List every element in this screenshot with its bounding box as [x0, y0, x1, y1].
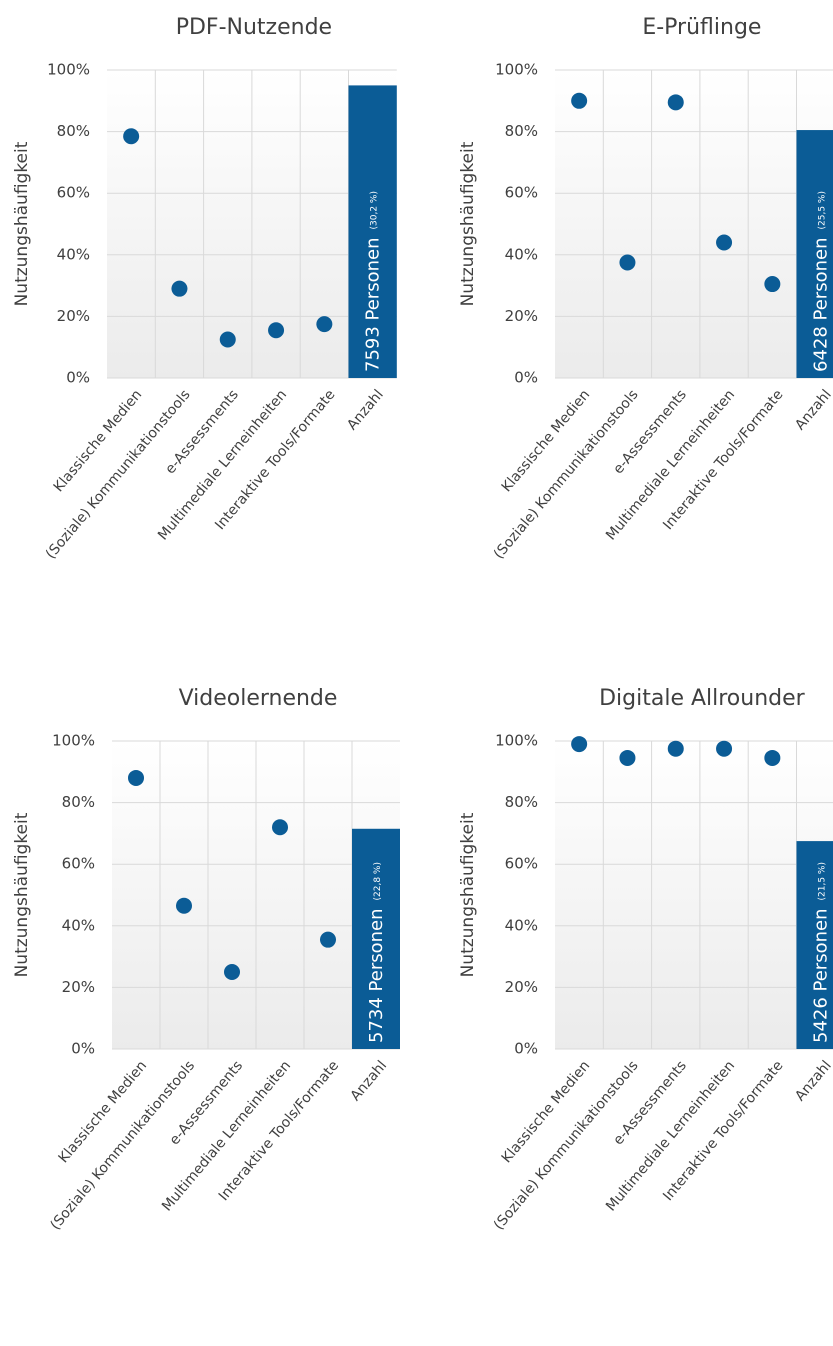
y-tick-label: 0% — [514, 1040, 538, 1058]
plot-area — [555, 70, 833, 378]
y-tick-label: 60% — [57, 184, 90, 202]
dot — [667, 740, 684, 757]
y-tick-label: 40% — [62, 916, 95, 934]
bar — [348, 85, 397, 379]
dot — [219, 331, 236, 348]
bar-count: 5734 Personen — [366, 909, 387, 1044]
chart-title: PDF-Nutzende — [176, 15, 332, 40]
chart-title: Videolernende — [179, 686, 338, 711]
y-tick-label: 80% — [505, 122, 538, 140]
dot — [316, 316, 333, 333]
plot-area — [555, 741, 833, 1049]
bar-label: 5426 Personen (21,5 %) — [811, 862, 832, 1043]
dot — [320, 931, 336, 948]
bar-count: 6428 Personen — [811, 238, 832, 373]
dot — [571, 736, 588, 753]
x-tick-label: Anzahl — [792, 1058, 833, 1104]
y-tick-label: 100% — [495, 61, 538, 79]
dot — [716, 234, 733, 251]
y-axis-label: Nutzungshäufigkeit — [458, 141, 478, 306]
y-tick-label: 20% — [62, 978, 95, 996]
y-tick-label: 20% — [57, 307, 90, 325]
y-tick-label: 100% — [52, 732, 95, 750]
x-tick-label: Klassische Medien — [499, 1058, 594, 1166]
dot — [764, 749, 781, 766]
bar — [796, 841, 833, 1049]
y-axis-label: Nutzungshäufigkeit — [458, 812, 478, 977]
bar-share: (30,2 %) — [369, 191, 379, 229]
x-tick-label: Anzahl — [344, 387, 387, 433]
y-tick-label: 80% — [57, 122, 90, 140]
y-tick-label: 80% — [62, 793, 95, 811]
y-tick-label: 80% — [505, 793, 538, 811]
dot — [171, 280, 188, 297]
y-tick-label: 40% — [57, 245, 90, 263]
y-axis-label: Nutzungshäufigkeit — [12, 141, 32, 306]
y-tick-label: 0% — [514, 369, 538, 387]
dot — [128, 769, 144, 786]
y-tick-label: 60% — [62, 855, 95, 873]
bar-label: 7593 Personen (30,2 %) — [363, 191, 384, 372]
dot — [272, 819, 288, 836]
bar-count: 5426 Personen — [811, 909, 832, 1044]
bar — [796, 130, 833, 378]
dot — [123, 128, 140, 145]
dot — [764, 276, 781, 293]
bar-share: (21,5 %) — [817, 862, 827, 900]
x-tick-label: Klassische Medien — [56, 1058, 151, 1166]
dot — [224, 964, 240, 980]
bar-share: (25,5 %) — [817, 191, 827, 229]
chart-title: E-Prüflinge — [642, 15, 761, 40]
dot — [716, 740, 733, 757]
dot — [619, 749, 636, 766]
y-tick-label: 20% — [505, 307, 538, 325]
x-tick-label: Klassische Medien — [499, 387, 594, 495]
dot — [619, 254, 636, 271]
y-axis-label: Nutzungshäufigkeit — [12, 812, 32, 977]
y-tick-label: 100% — [495, 732, 538, 750]
x-tick-label: Anzahl — [348, 1058, 391, 1104]
y-tick-label: 40% — [505, 916, 538, 934]
dot — [268, 322, 285, 339]
dot — [176, 897, 192, 914]
y-tick-label: 60% — [505, 855, 538, 873]
bar-label: 6428 Personen (25,5 %) — [811, 191, 832, 372]
x-tick-label: Anzahl — [792, 387, 833, 433]
y-tick-label: 40% — [505, 245, 538, 263]
bar-share: (22,8 %) — [373, 862, 383, 900]
bar-label: 5734 Personen (22,8 %) — [366, 862, 387, 1043]
bar — [352, 828, 400, 1049]
y-tick-label: 20% — [505, 978, 538, 996]
bar-count: 7593 Personen — [363, 238, 384, 373]
y-tick-label: 100% — [47, 61, 90, 79]
x-tick-label: Klassische Medien — [51, 387, 146, 495]
y-tick-label: 60% — [505, 184, 538, 202]
dot — [571, 92, 588, 109]
chart-title: Digitale Allrounder — [599, 686, 806, 711]
y-tick-label: 0% — [71, 1040, 95, 1058]
y-tick-label: 0% — [66, 369, 90, 387]
dot — [667, 94, 684, 111]
